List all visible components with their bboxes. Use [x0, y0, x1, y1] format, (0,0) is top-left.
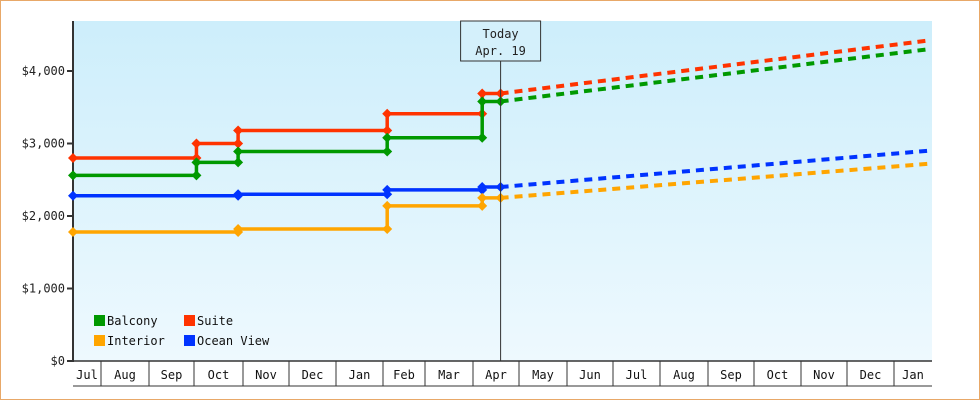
series-interior	[68, 161, 929, 237]
data-point-marker	[382, 184, 393, 195]
legend-swatch	[184, 315, 195, 326]
x-month-label: Jul	[76, 368, 98, 382]
y-tick-label: $1,000	[22, 282, 65, 296]
data-point-marker	[382, 132, 393, 143]
legend-swatch	[94, 315, 105, 326]
x-month-label: Dec	[302, 368, 324, 382]
x-month-label: Nov	[255, 368, 277, 382]
data-point-marker	[233, 125, 244, 136]
plot-area	[73, 21, 932, 361]
legend-label: Balcony	[107, 314, 158, 328]
data-point-marker	[382, 125, 393, 136]
data-point-marker	[382, 108, 393, 119]
data-point-marker	[233, 189, 244, 200]
data-point-marker	[233, 146, 244, 157]
series-ocean-view	[68, 148, 929, 201]
legend-swatch	[184, 335, 195, 346]
y-tick-label: $0	[51, 354, 65, 368]
x-month-label: Aug	[114, 368, 136, 382]
x-month-label: Sep	[161, 368, 183, 382]
data-point-marker	[191, 170, 202, 181]
x-month-label: May	[532, 368, 554, 382]
data-point-marker	[477, 132, 488, 143]
data-point-marker	[382, 224, 393, 235]
x-month-label: Aug	[673, 368, 695, 382]
legend: Balcony Suite Interior Ocean View	[94, 314, 270, 348]
x-month-label: Jul	[626, 368, 648, 382]
x-month-label: Oct	[208, 368, 230, 382]
data-point-marker	[477, 182, 488, 192]
x-month-label: Jan	[349, 368, 371, 382]
data-point-marker	[477, 200, 488, 211]
x-month-label: Apr	[485, 368, 507, 382]
legend-item-balcony: Balcony	[94, 314, 158, 328]
y-tick-label: $3,000	[22, 137, 65, 151]
legend-item-ocean-view: Ocean View	[184, 334, 270, 348]
data-point-marker	[233, 224, 244, 235]
x-month-label: Oct	[767, 368, 789, 382]
data-point-marker	[68, 153, 78, 163]
legend-label: Ocean View	[197, 334, 270, 348]
x-month-label: Jan	[902, 368, 924, 382]
x-month-label: Nov	[813, 368, 835, 382]
data-point-marker	[233, 157, 244, 168]
today-marker: Today Apr. 19	[460, 20, 542, 361]
data-point-marker	[68, 226, 78, 237]
data-point-marker	[191, 138, 202, 149]
today-label-box	[460, 20, 542, 62]
x-month-label: Mar	[438, 368, 460, 382]
y-axis: $0 $1,000 $2,000 $3,000 $4,000	[22, 21, 74, 368]
x-month-label: Jun	[579, 368, 601, 382]
legend-item-suite: Suite	[184, 314, 233, 328]
data-point-marker	[382, 146, 393, 157]
data-point-marker	[477, 88, 488, 99]
legend-label: Interior	[107, 334, 165, 348]
legend-item-interior: Interior	[94, 334, 165, 348]
today-date: Apr. 19	[475, 44, 526, 58]
data-point-marker	[191, 157, 202, 168]
series-layer	[68, 38, 929, 237]
data-point-marker	[477, 192, 488, 203]
data-point-marker	[233, 138, 244, 149]
data-point-marker	[477, 96, 488, 107]
y-tick-label: $4,000	[22, 64, 65, 78]
today-label: Today	[483, 27, 519, 41]
data-point-marker	[382, 200, 393, 211]
y-tick-label: $2,000	[22, 209, 65, 223]
x-month-label: Sep	[720, 368, 742, 382]
x-axis: Jul Aug Sep Oct Nov Dec Jan Feb Mar Apr May Jun Jul A…	[73, 360, 932, 387]
x-month-label: Dec	[860, 368, 882, 382]
legend-label: Suite	[197, 314, 233, 328]
x-month-label: Feb	[393, 368, 415, 382]
series-balcony	[68, 47, 929, 181]
legend-swatch	[94, 335, 105, 346]
data-point-marker	[68, 170, 78, 181]
data-point-marker	[68, 190, 78, 201]
